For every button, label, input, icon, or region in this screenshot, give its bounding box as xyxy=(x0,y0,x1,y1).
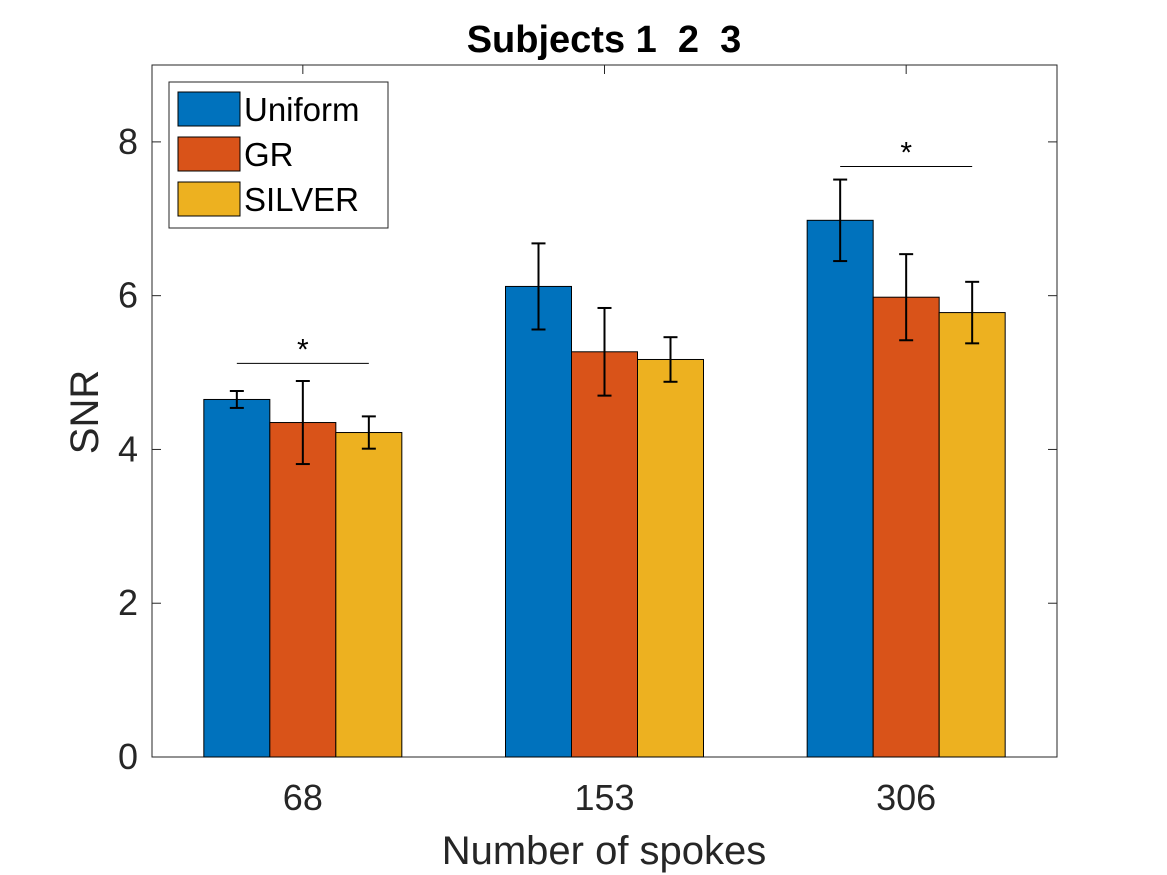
bar-uniform xyxy=(505,285,572,758)
y-axis-label: SNR xyxy=(63,370,107,454)
bar-silver xyxy=(637,358,704,758)
legend-label-uniform: Uniform xyxy=(244,91,360,128)
significance-star: * xyxy=(900,136,912,169)
bar-gr xyxy=(571,351,638,758)
legend-swatch-silver xyxy=(177,181,241,217)
bar-uniform xyxy=(203,398,271,758)
y-tick-label: 4 xyxy=(118,428,138,469)
x-tick-label: 306 xyxy=(876,777,936,818)
legend: Uniform GR SILVER xyxy=(168,81,389,229)
bar-gr xyxy=(872,296,940,758)
bar-silver xyxy=(938,312,1006,758)
legend-label-silver: SILVER xyxy=(244,181,359,218)
y-tick-label: 6 xyxy=(118,275,138,316)
x-axis-label: Number of spokes xyxy=(442,829,767,873)
legend-label-gr: GR xyxy=(244,136,294,173)
x-tick-label: 68 xyxy=(283,777,323,818)
bar-gr xyxy=(269,422,337,758)
y-tick-label: 0 xyxy=(118,736,138,777)
bar-uniform xyxy=(806,219,874,758)
chart-title: Subjects 1 2 3 xyxy=(467,19,742,61)
significance-star: * xyxy=(297,333,309,366)
bar-silver xyxy=(335,432,403,758)
y-tick-label: 8 xyxy=(118,121,138,162)
x-tick-label: 153 xyxy=(574,777,634,818)
legend-swatch-gr xyxy=(177,136,241,172)
legend-swatch-uniform xyxy=(177,91,241,127)
y-tick-label: 2 xyxy=(118,582,138,623)
